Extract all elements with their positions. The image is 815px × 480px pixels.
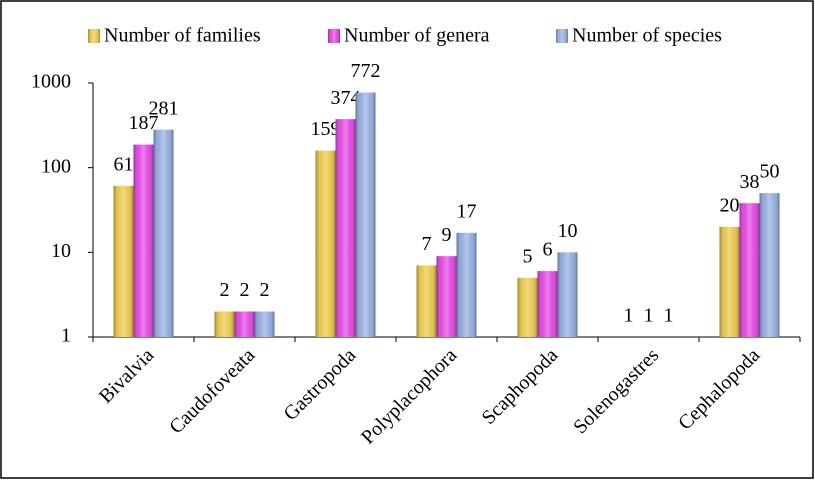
- bar-shade: [537, 271, 558, 337]
- data-label: 61: [114, 153, 134, 175]
- data-label: 772: [351, 60, 381, 82]
- x-tick-label: Caudofoveata: [165, 344, 259, 438]
- bar-shade: [113, 185, 134, 337]
- x-tick-label: Bivalvia: [95, 344, 159, 408]
- bar-shade: [416, 265, 437, 337]
- bar-shade: [234, 311, 255, 337]
- bar-shade: [133, 144, 154, 337]
- bar-shade: [153, 129, 174, 337]
- legend-label: Number of species: [572, 25, 722, 47]
- data-label: 2: [260, 279, 270, 301]
- data-label: 2: [220, 279, 230, 301]
- legend-label: Number of families: [104, 25, 261, 47]
- x-tick-label: Solenogastres: [569, 344, 663, 438]
- x-tick-label: Cephalopoda: [674, 344, 764, 434]
- bar-shade: [315, 150, 336, 337]
- data-label: 1: [664, 305, 674, 327]
- legend-label: Number of genera: [344, 25, 490, 47]
- bar-shade: [355, 92, 376, 337]
- bar-shade: [759, 193, 780, 337]
- legend-swatch-shade: [328, 29, 340, 43]
- data-label: 38: [740, 171, 760, 193]
- y-tick-label: 100: [41, 155, 71, 177]
- x-tick-label: Gastropoda: [280, 344, 361, 425]
- x-tick-label: Polyplacophora: [357, 344, 461, 448]
- data-label: 7: [422, 233, 432, 255]
- bar-shade: [517, 277, 538, 337]
- data-label: 9: [442, 224, 452, 246]
- data-label: 281: [149, 97, 179, 119]
- data-label: 1: [624, 305, 634, 327]
- bar-shade: [456, 232, 477, 337]
- data-label: 159: [311, 118, 341, 140]
- data-label: 6: [543, 239, 553, 261]
- bar-shade: [254, 311, 275, 337]
- x-tick-label: Scaphopoda: [478, 344, 563, 429]
- data-label: 50: [760, 161, 780, 183]
- legend-swatch-shade: [556, 29, 568, 43]
- y-tick-label: 10: [51, 240, 71, 262]
- data-label: 2: [240, 279, 250, 301]
- bar-shade: [335, 119, 356, 337]
- data-label: 17: [457, 200, 477, 222]
- data-label: 1: [644, 305, 654, 327]
- bar-shade: [436, 256, 457, 337]
- data-label: 374: [331, 87, 361, 109]
- data-label: 5: [523, 245, 533, 267]
- data-label: 187: [129, 112, 159, 134]
- data-label: 20: [720, 194, 740, 216]
- bar-shade: [739, 203, 760, 337]
- y-tick-label: 1: [61, 325, 71, 347]
- bar-shade: [214, 311, 235, 337]
- bar-shade: [719, 226, 740, 337]
- bar-shade: [557, 252, 578, 337]
- legend-swatch-shade: [88, 29, 100, 43]
- data-label: 10: [558, 220, 578, 242]
- y-tick-label: 1000: [31, 71, 71, 93]
